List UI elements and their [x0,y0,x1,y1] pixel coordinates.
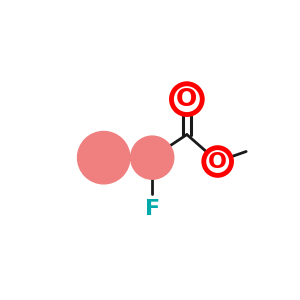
Circle shape [131,136,174,179]
Circle shape [204,148,232,176]
Text: O: O [208,152,227,172]
Polygon shape [104,152,152,163]
Circle shape [77,131,130,184]
Text: F: F [145,199,160,219]
Text: O: O [176,87,197,111]
Circle shape [172,84,202,115]
